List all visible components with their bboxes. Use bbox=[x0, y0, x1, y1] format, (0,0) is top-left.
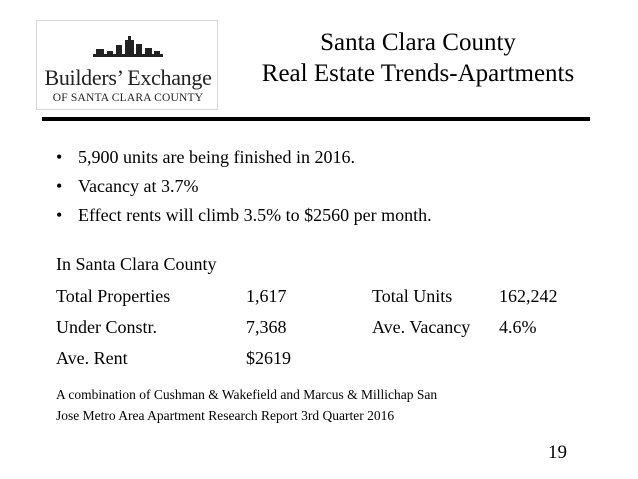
title-divider bbox=[42, 117, 590, 121]
stat-label: Ave. Rent bbox=[56, 348, 128, 368]
stat-value: $2619 bbox=[246, 348, 291, 368]
source-line-1: A combination of Cushman & Wakefield and… bbox=[56, 387, 438, 402]
slide-title: Santa Clara County Real Estate Trends-Ap… bbox=[228, 27, 608, 89]
stat-row: Under Constr. 7,368 Ave. Vacancy 4.6% bbox=[56, 314, 596, 345]
stat-value: 7,368 bbox=[246, 317, 287, 337]
stat-label-2: Total Units bbox=[372, 286, 453, 306]
bullet-item: • Vacancy at 3.7% bbox=[56, 172, 432, 201]
page-number: 19 bbox=[548, 442, 567, 463]
stat-label-2: Ave. Vacancy bbox=[372, 317, 471, 337]
stat-row: Total Properties 1,617 Total Units 162,2… bbox=[56, 283, 596, 314]
builders-exchange-logo: Builders’ Exchange OF SANTA CLARA COUNTY bbox=[36, 20, 218, 110]
bullet-list: • 5,900 units are being finished in 2016.… bbox=[56, 143, 432, 230]
bullet-text: Effect rents will climb 3.5% to $2560 pe… bbox=[78, 205, 432, 225]
bullet-marker: • bbox=[56, 176, 63, 196]
bullet-marker: • bbox=[56, 205, 63, 225]
title-line-1: Santa Clara County bbox=[320, 29, 516, 56]
bullet-item: • Effect rents will climb 3.5% to $2560 p… bbox=[56, 201, 432, 230]
section-title: In Santa Clara County bbox=[56, 254, 217, 274]
stat-label: Total Properties bbox=[56, 286, 171, 306]
logo-name: Builders’ Exchange bbox=[44, 65, 212, 90]
skyline-icon bbox=[93, 36, 163, 57]
bullet-marker: • bbox=[56, 147, 63, 167]
bullet-text: 5,900 units are being finished in 2016. bbox=[78, 147, 355, 167]
source-line-2: Jose Metro Area Apartment Research Repor… bbox=[56, 408, 395, 423]
stats-table: Total Properties 1,617 Total Units 162,2… bbox=[56, 283, 596, 376]
bullet-item: • 5,900 units are being finished in 2016. bbox=[56, 143, 432, 172]
source-note: A combination of Cushman & Wakefield and… bbox=[56, 384, 536, 426]
stat-value-2: 4.6% bbox=[499, 317, 537, 337]
title-line-2: Real Estate Trends-Apartments bbox=[261, 60, 575, 87]
stat-label: Under Constr. bbox=[56, 317, 157, 337]
logo-subtitle: OF SANTA CLARA COUNTY bbox=[52, 92, 204, 104]
stat-value-2: 162,242 bbox=[499, 286, 558, 306]
stat-value: 1,617 bbox=[246, 286, 287, 306]
stat-row: Ave. Rent $2619 bbox=[56, 345, 596, 376]
bullet-text: Vacancy at 3.7% bbox=[78, 176, 199, 196]
